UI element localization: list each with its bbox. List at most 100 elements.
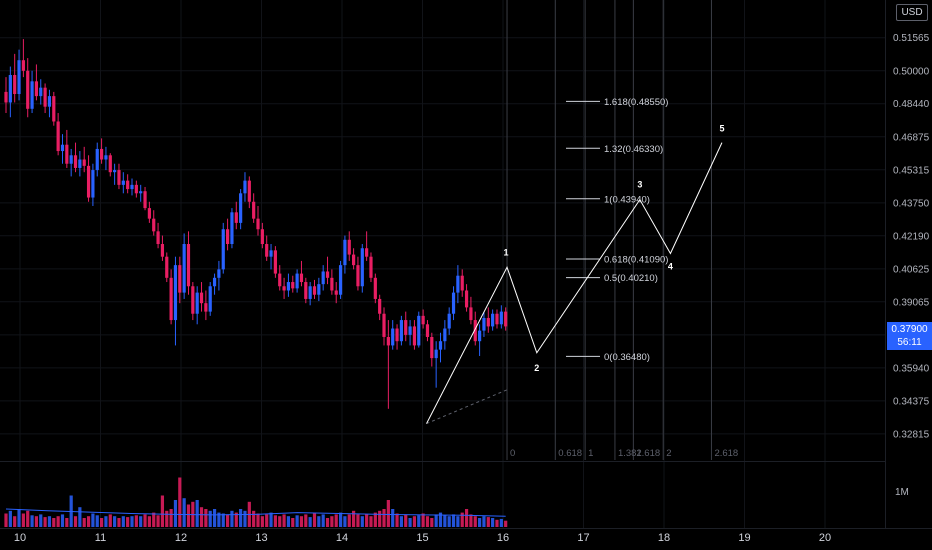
candle-body bbox=[256, 218, 260, 230]
price-tick-label: 0.42190 bbox=[893, 231, 930, 242]
candle-body bbox=[269, 250, 273, 257]
candle-body bbox=[378, 298, 382, 314]
volume-bar bbox=[34, 516, 39, 527]
time-tick-label: 18 bbox=[658, 532, 670, 544]
volume-bar bbox=[221, 513, 225, 527]
volume-bar bbox=[160, 495, 165, 527]
volume-bar bbox=[291, 518, 295, 527]
candle-body bbox=[21, 60, 25, 71]
candle-body bbox=[434, 349, 438, 359]
fib-level-label: 1.32(0.46330) bbox=[604, 144, 663, 155]
volume-bar bbox=[273, 515, 277, 527]
volume-bar bbox=[460, 512, 464, 527]
volume-bar bbox=[104, 516, 108, 527]
candle-body bbox=[165, 256, 169, 278]
volume-bar bbox=[343, 516, 347, 527]
time-tick-label: 12 bbox=[175, 532, 187, 544]
candle-body bbox=[317, 284, 321, 295]
wave-label-5: 5 bbox=[719, 124, 724, 134]
candle-body bbox=[173, 265, 178, 321]
volume-bar bbox=[286, 516, 291, 527]
time-tick-label: 14 bbox=[336, 532, 348, 544]
candle-body bbox=[143, 191, 147, 209]
candle-body bbox=[321, 271, 325, 285]
fib-time-label: 2 bbox=[666, 448, 671, 459]
volume-bar bbox=[47, 516, 52, 527]
volume-bar bbox=[430, 518, 434, 527]
volume-bar bbox=[443, 515, 447, 527]
candle-body bbox=[199, 292, 204, 304]
volume-bar bbox=[391, 509, 395, 527]
volume-bar bbox=[21, 513, 25, 527]
volume-bar bbox=[282, 514, 286, 527]
volume-bar bbox=[13, 516, 17, 527]
candle-body bbox=[491, 313, 495, 327]
volume-bar bbox=[312, 512, 317, 527]
volume-bar bbox=[8, 510, 12, 527]
candle-body bbox=[230, 212, 234, 245]
volume-bar bbox=[95, 515, 99, 527]
price-axis[interactable]: 0.51565 0.50000 0.48440 0.46875 0.45315 0.437… bbox=[893, 33, 930, 440]
volume-bar bbox=[134, 515, 138, 527]
candle-body bbox=[343, 239, 347, 266]
volume-bar bbox=[26, 510, 30, 527]
volume-bar bbox=[217, 512, 221, 527]
fib-time-label: 1 bbox=[588, 448, 593, 459]
volume-bar bbox=[256, 513, 260, 527]
currency-selector-button[interactable]: USD bbox=[896, 4, 928, 21]
volume-bar bbox=[438, 512, 443, 527]
candle-body bbox=[104, 155, 108, 160]
volume-bar bbox=[451, 514, 456, 527]
candle-body bbox=[447, 313, 451, 329]
volume-bar bbox=[456, 516, 460, 527]
volume-bar bbox=[99, 518, 104, 527]
volume-bar bbox=[152, 512, 156, 527]
candle-body bbox=[330, 277, 334, 291]
price-tick-label: 0.48440 bbox=[893, 99, 930, 110]
candle-body bbox=[134, 184, 138, 194]
elliott-wave-lines[interactable] bbox=[426, 142, 723, 424]
candle-body bbox=[8, 75, 12, 103]
fib-time-label: 1.382 bbox=[618, 448, 642, 459]
wave-label-3: 3 bbox=[637, 180, 642, 190]
volume-bar bbox=[82, 518, 86, 527]
volume-bar bbox=[447, 516, 451, 527]
volume-bar bbox=[195, 500, 199, 527]
volume-average-line bbox=[5, 508, 506, 517]
candle-body bbox=[91, 170, 95, 198]
candle-body bbox=[247, 180, 251, 202]
volume-bar bbox=[269, 512, 273, 527]
volume-bar bbox=[139, 516, 143, 527]
candle-body bbox=[225, 229, 230, 245]
volume-bar bbox=[230, 510, 234, 527]
volume-bar bbox=[408, 518, 412, 527]
candle-body bbox=[195, 292, 199, 314]
price-tick-label: 0.39065 bbox=[893, 297, 930, 308]
candle-body bbox=[404, 320, 408, 335]
candle-body bbox=[356, 265, 360, 287]
volume-bar bbox=[212, 509, 217, 527]
fib-time-label: 2.618 bbox=[714, 448, 738, 459]
candle-body bbox=[386, 336, 390, 346]
volume-bar bbox=[330, 516, 334, 527]
volume-bar bbox=[299, 516, 304, 527]
candle-body bbox=[482, 317, 486, 331]
candle-body bbox=[391, 328, 395, 346]
price-tick-label: 0.51565 bbox=[893, 33, 930, 44]
volume-bar bbox=[73, 516, 78, 527]
candle-body bbox=[152, 218, 156, 232]
fib-extension-levels[interactable]: 1.618(0.48550) 1.32(0.46330) 1(0.43940) 0.6… bbox=[566, 97, 668, 363]
candle-body bbox=[469, 307, 473, 321]
candle-body bbox=[456, 275, 460, 293]
volume-bar bbox=[338, 512, 343, 527]
time-tick-label: 15 bbox=[416, 532, 428, 544]
volume-bar bbox=[308, 517, 312, 527]
candle-body bbox=[65, 144, 69, 164]
candle-body bbox=[443, 328, 447, 342]
current-price-tag: 0.37900 56:11 bbox=[887, 322, 932, 350]
time-axis[interactable]: 10 11 12 13 14 15 16 17 18 19 20 bbox=[14, 532, 831, 544]
volume-bar bbox=[478, 518, 482, 527]
volume-bar bbox=[434, 514, 438, 527]
candle-body bbox=[338, 265, 343, 295]
